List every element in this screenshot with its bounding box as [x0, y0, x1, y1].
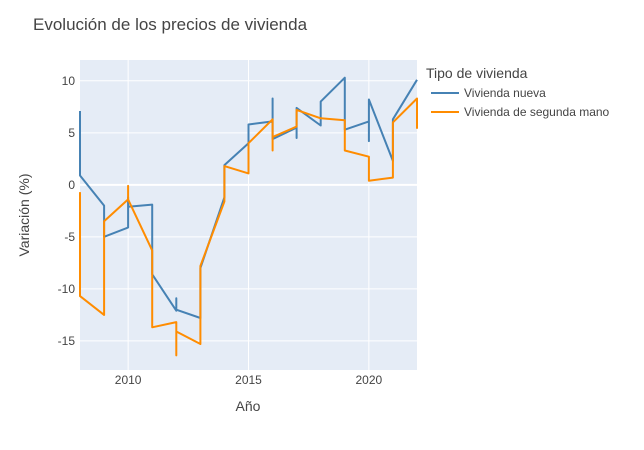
x-tick-labels: 2010 2015 2020: [115, 373, 383, 387]
legend-items: Vivienda nueva Vivienda de segunda mano: [431, 86, 610, 119]
y-tick-label: -5: [64, 230, 75, 244]
x-tick-label: 2015: [235, 373, 262, 387]
x-tick-label: 2010: [115, 373, 142, 387]
legend[interactable]: Tipo de vivienda Vivienda nuevaVivienda …: [426, 65, 610, 119]
legend-label: Vivienda nueva: [464, 86, 546, 100]
y-axis-title: Variación (%): [16, 174, 32, 257]
y-tick-labels: -15 -10 -5 0 5 10: [58, 74, 76, 348]
series-line-1: [79, 97, 418, 357]
series-layer: [79, 76, 418, 357]
x-tick-label: 2020: [356, 373, 383, 387]
legend-label: Vivienda de segunda mano: [464, 105, 610, 119]
legend-title: Tipo de vivienda: [426, 65, 528, 81]
y-tick-label: -10: [58, 282, 76, 296]
y-tick-label: -15: [58, 334, 76, 348]
y-tick-label: 10: [62, 74, 76, 88]
y-tick-label: 0: [68, 178, 75, 192]
y-gridlines: [80, 80, 417, 342]
plot-area: [79, 60, 418, 370]
legend-item-0[interactable]: Vivienda nueva: [431, 86, 546, 100]
chart-title: Evolución de los precios de vivienda: [33, 15, 308, 34]
y-tick-label: 5: [68, 126, 75, 140]
legend-item-1[interactable]: Vivienda de segunda mano: [431, 105, 610, 119]
x-axis-title: Año: [236, 398, 261, 414]
